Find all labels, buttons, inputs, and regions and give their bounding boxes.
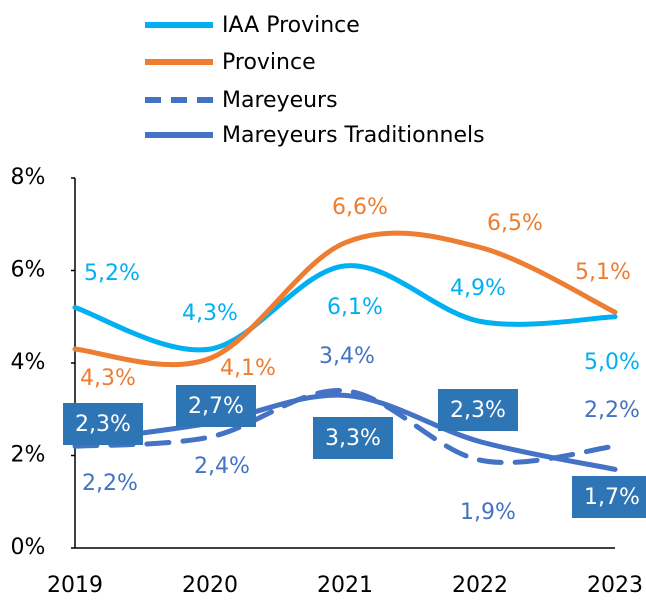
data-label: 6,5% <box>487 211 543 236</box>
x-tick-label: 2019 <box>47 573 103 598</box>
x-tick-label: 2022 <box>452 573 508 598</box>
x-tick-label: 2023 <box>587 573 643 598</box>
data-label: 2,7% <box>188 394 244 419</box>
data-label: 3,3% <box>325 426 381 451</box>
series-line <box>72 392 618 472</box>
data-label-box <box>313 417 393 459</box>
legend-label: Mareyeurs <box>222 88 338 113</box>
data-label: 1,9% <box>460 500 516 525</box>
y-tick-label: 2% <box>11 443 46 468</box>
data-label: 6,1% <box>327 295 383 320</box>
data-label: 2,3% <box>450 398 506 423</box>
y-tick-label: 8% <box>11 165 46 190</box>
data-label: 6,6% <box>332 195 388 220</box>
data-label: 2,2% <box>584 398 640 423</box>
data-label-box <box>63 403 143 445</box>
data-label-box <box>572 476 646 518</box>
series-line <box>72 230 618 368</box>
x-tick-label: 2021 <box>317 573 373 598</box>
y-tick-label: 4% <box>11 350 46 375</box>
data-label: 5,2% <box>84 261 140 286</box>
data-label: 5,0% <box>584 350 640 375</box>
legend-label: Mareyeurs Traditionnels <box>222 123 485 148</box>
data-label: 4,1% <box>220 356 276 381</box>
data-label: 2,3% <box>75 412 131 437</box>
data-label-box <box>176 385 256 427</box>
legend-label: IAA Province <box>222 13 360 38</box>
data-label: 4,9% <box>450 276 506 301</box>
series-line <box>72 388 618 465</box>
x-tick-label: 2020 <box>182 573 238 598</box>
series-line <box>72 263 618 353</box>
data-label: 4,3% <box>182 301 238 326</box>
data-label: 1,7% <box>584 485 640 510</box>
data-label: 3,4% <box>319 344 375 369</box>
y-tick-label: 6% <box>11 258 46 283</box>
data-label: 4,3% <box>80 366 136 391</box>
y-tick-label: 0% <box>11 535 46 560</box>
data-label-box <box>438 389 518 431</box>
data-label: 2,4% <box>194 454 250 479</box>
legend-label: Province <box>222 50 316 75</box>
data-label: 5,1% <box>575 260 631 285</box>
data-label: 2,2% <box>82 471 138 496</box>
